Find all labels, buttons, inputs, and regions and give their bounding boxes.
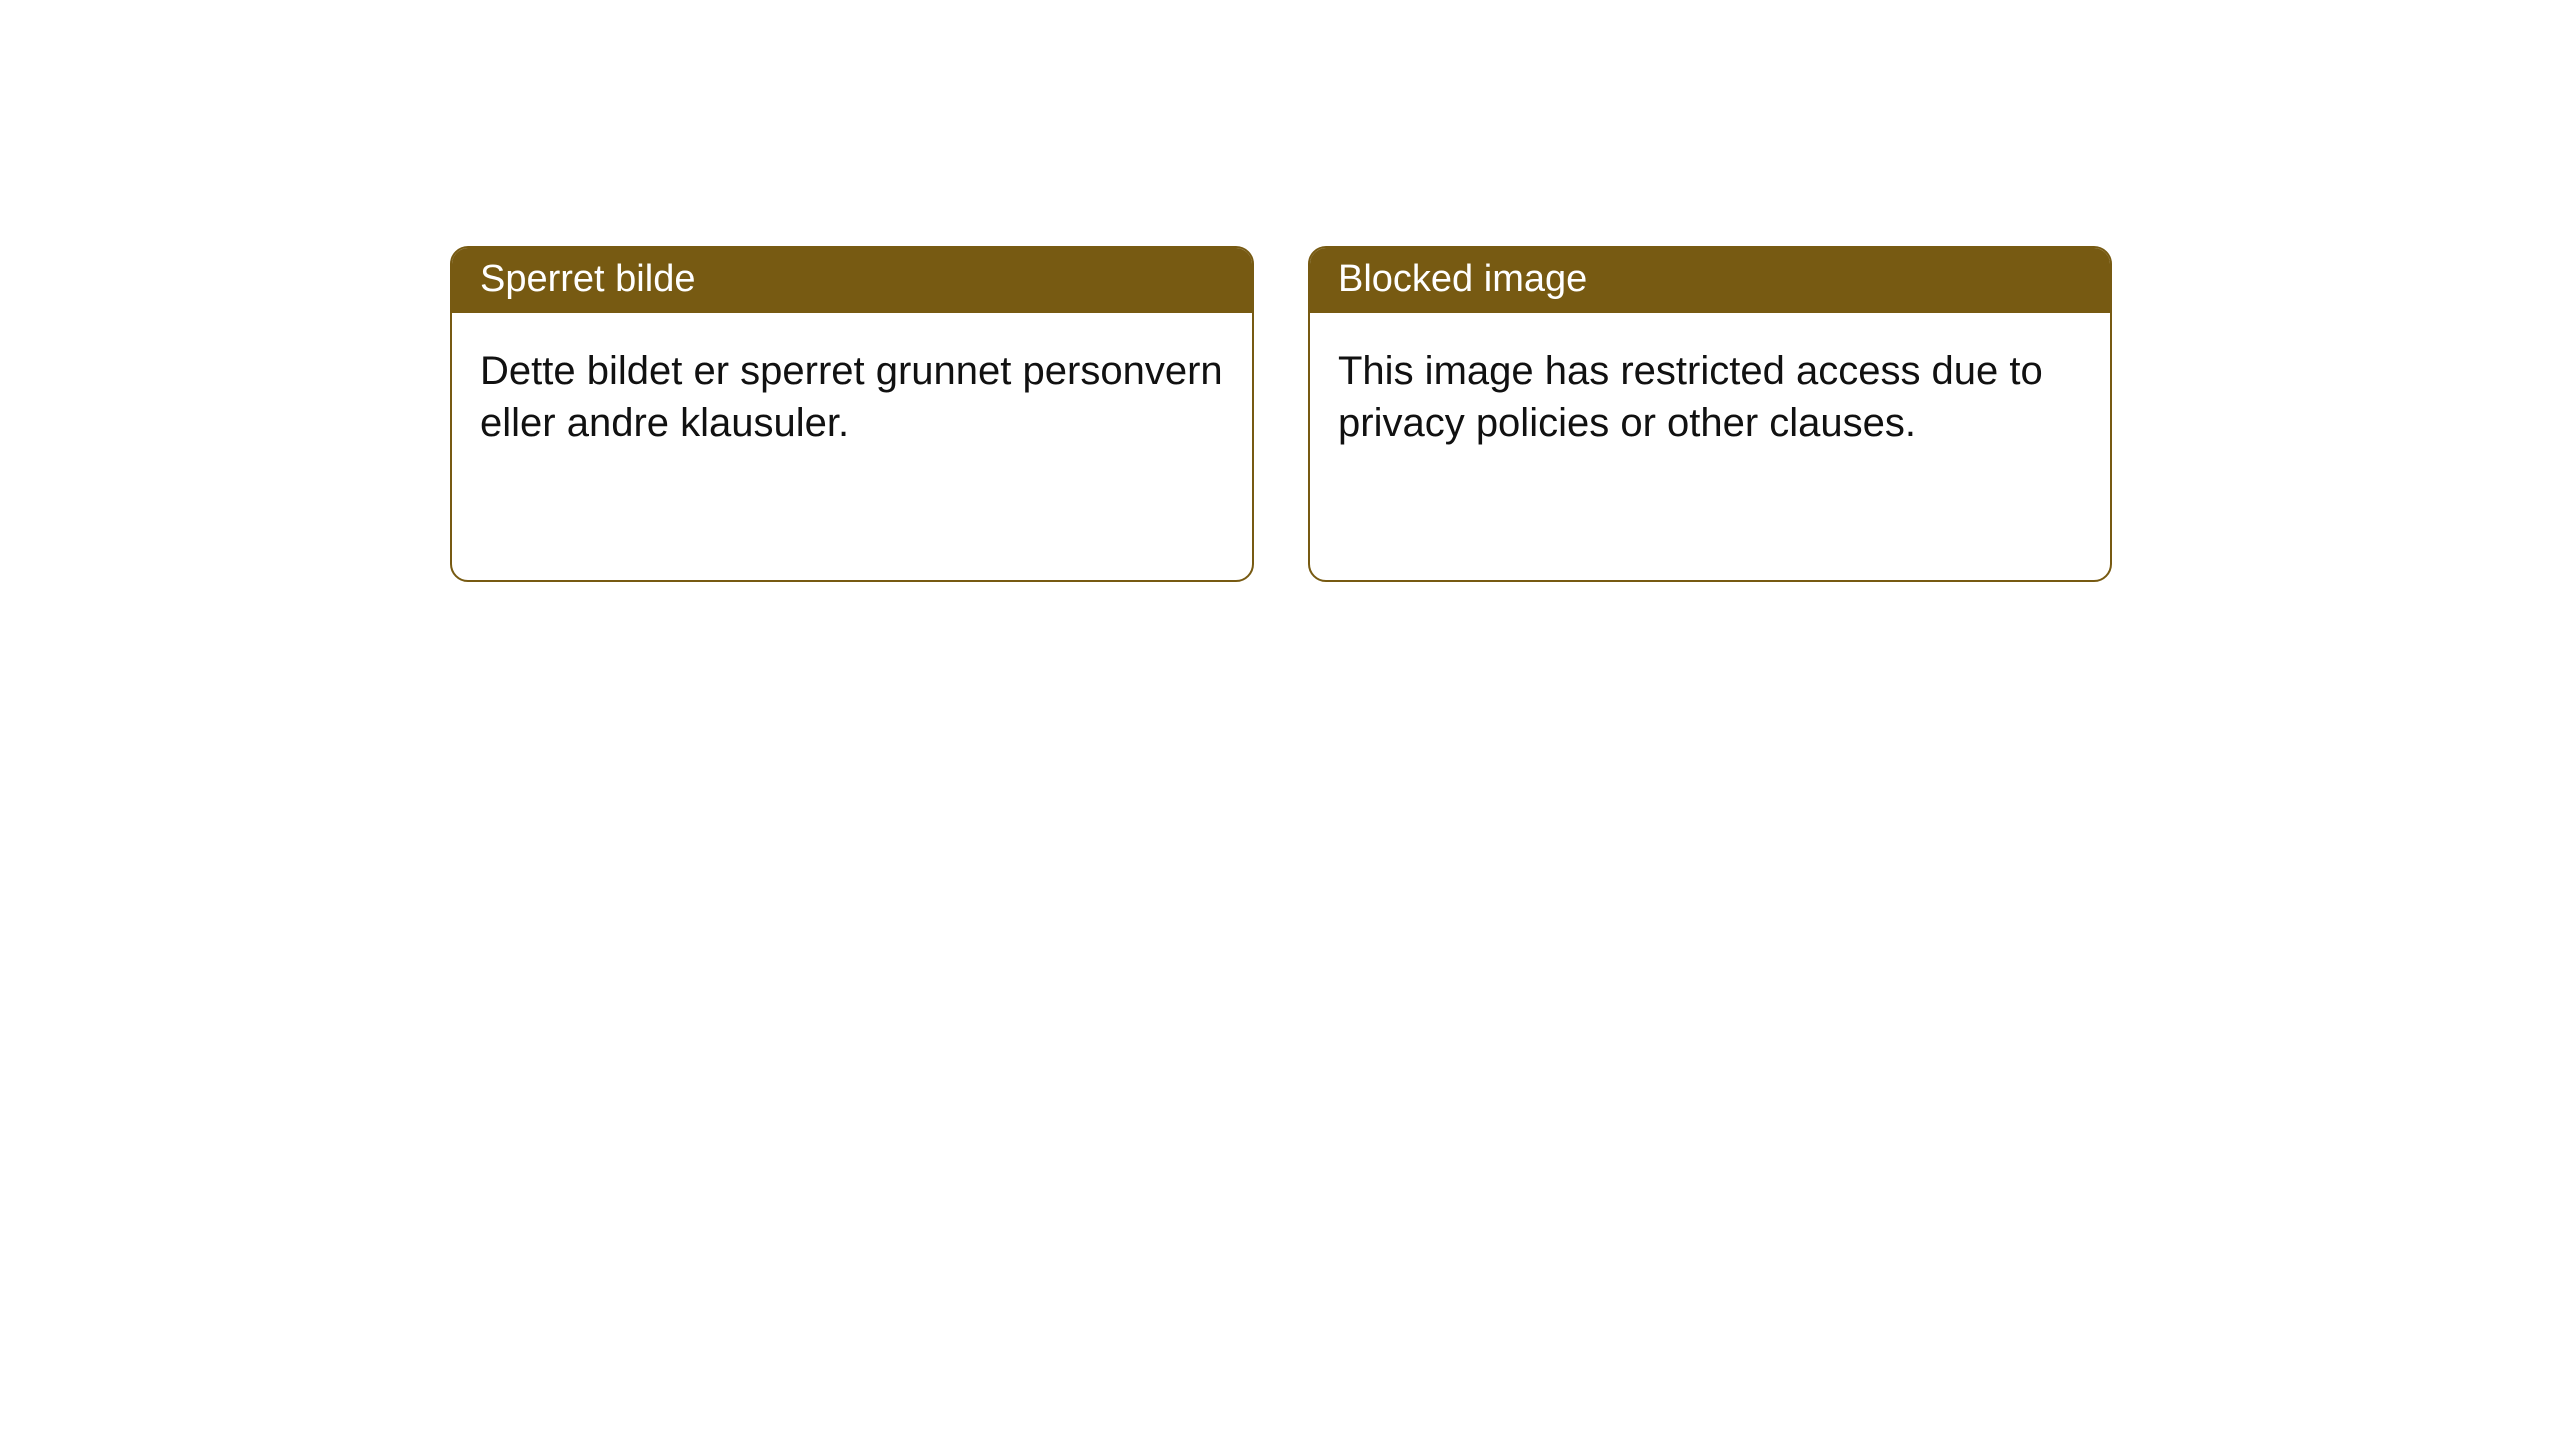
notice-body: Dette bildet er sperret grunnet personve… bbox=[452, 313, 1252, 481]
notice-card-norwegian: Sperret bilde Dette bildet er sperret gr… bbox=[450, 246, 1254, 582]
notice-body: This image has restricted access due to … bbox=[1310, 313, 2110, 481]
notice-header: Sperret bilde bbox=[452, 248, 1252, 313]
notice-header: Blocked image bbox=[1310, 248, 2110, 313]
notice-container: Sperret bilde Dette bildet er sperret gr… bbox=[0, 0, 2560, 582]
notice-card-english: Blocked image This image has restricted … bbox=[1308, 246, 2112, 582]
